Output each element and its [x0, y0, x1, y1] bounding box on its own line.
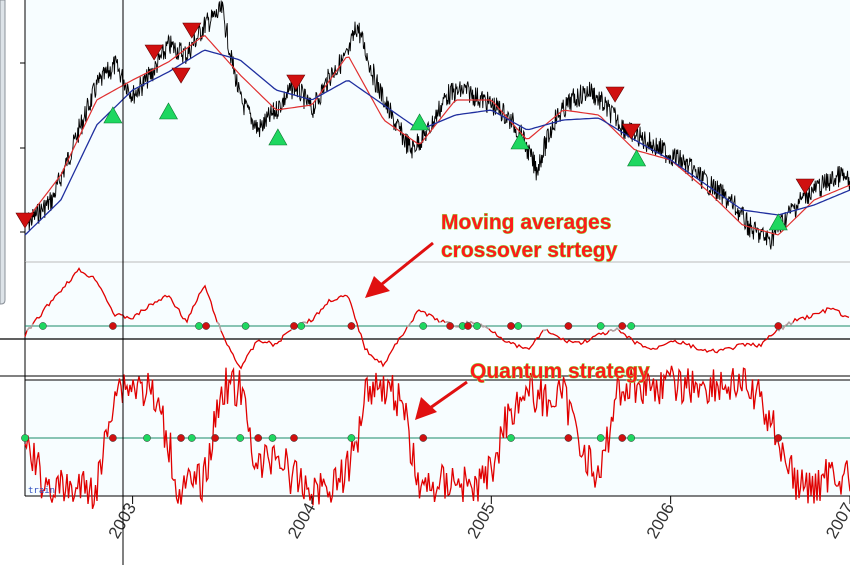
ma-indicator-line	[24, 267, 850, 370]
ma-annotation-line-1: Moving averages	[441, 211, 611, 234]
quantum-indicator-crossing-dot	[187, 434, 196, 442]
price-y-ticks	[20, 62, 25, 233]
sell-signal-marker	[621, 123, 641, 140]
ma-indicator-crossing-dot	[464, 322, 472, 330]
buy-signal-marker	[268, 128, 288, 146]
ma-indicator-crossing-dot	[290, 322, 298, 330]
train-watermark: train	[28, 486, 55, 496]
quantum-indicator-crossing-dot	[347, 434, 356, 442]
ma-indicator-crossing-dot	[419, 322, 428, 330]
quantum-indicator-line	[24, 365, 850, 509]
quantum-indicator-crossing-dot	[618, 434, 627, 442]
buy-signal-marker	[768, 213, 788, 231]
ma-indicator-crossing-dot	[596, 322, 605, 330]
ma-indicator-crossing-dot	[297, 322, 306, 330]
quantum-annotation-arrow	[415, 380, 468, 420]
ma-indicator-crossing-dot	[109, 322, 117, 330]
ma-indicator-crossing-dot	[473, 322, 481, 330]
sell-signal-marker	[171, 67, 191, 84]
ma-annotation-line-2: crossover strtegy	[441, 239, 618, 262]
buy-signal-marker	[103, 106, 123, 124]
ma-panel	[25, 262, 850, 339]
quantum-indicator-crossing-dot	[774, 434, 783, 442]
quantum-indicator-crossing-dot	[236, 434, 245, 442]
ma-indicator-crossing-dot	[347, 322, 356, 330]
ma-indicator-crossing-dot	[564, 322, 573, 330]
ma-indicator-crossing-dot	[195, 322, 203, 330]
ma-indicator-crossing-dot	[202, 322, 210, 330]
sell-signal-marker	[182, 22, 202, 39]
buy-signal-marker	[627, 149, 647, 167]
ma-indicator-crossing-dot	[514, 322, 523, 330]
ma-indicator-crossing-dot	[39, 322, 47, 330]
sell-signal-marker	[605, 86, 625, 103]
slow-average-line	[24, 49, 850, 236]
ma-indicator-crossing-dot	[627, 322, 636, 330]
quantum-indicator-crossing-dot	[290, 434, 298, 442]
quantum-indicator-crossing-dot	[109, 434, 117, 442]
quantum-indicator-crossing-dot	[596, 434, 605, 442]
sell-signal-marker	[286, 74, 306, 91]
quantum-indicator-crossing-dot	[419, 434, 428, 442]
buy-signal-marker	[410, 113, 430, 131]
quantum-indicator-crossing-dot	[211, 434, 219, 442]
price-panel	[25, 0, 850, 262]
ma-indicator-crossing-dot	[446, 322, 454, 330]
left-scroll-handle[interactable]	[0, 0, 6, 305]
sell-signal-marker	[795, 178, 815, 195]
ma-indicator-crossing-dot	[618, 322, 627, 330]
quantum-indicator-crossing-dot	[143, 434, 151, 442]
ma-indicator-crossing-dot	[774, 322, 783, 330]
ma-annotation-arrow	[365, 241, 434, 298]
sell-signal-marker	[15, 212, 35, 229]
sell-signal-marker	[144, 44, 164, 61]
quantum-indicator-crossing-dot	[564, 434, 573, 442]
quantum-annotation: Quantum strategy	[470, 360, 650, 383]
quantum-indicator-crossing-dot	[21, 434, 29, 442]
buy-signal-marker	[158, 102, 178, 120]
quantum-indicator-crossing-dot	[268, 434, 277, 442]
quantum-indicator-crossing-dot	[507, 434, 515, 442]
ma-indicator-crossing-dot	[241, 322, 250, 330]
quantum-indicator-crossing-dot	[254, 434, 263, 442]
buy-signal-marker	[510, 132, 530, 150]
quantum-indicator-crossing-dot	[627, 434, 636, 442]
ma-indicator-crossing-dot	[507, 322, 515, 330]
quantum-indicator-crossing-dot	[177, 434, 185, 442]
